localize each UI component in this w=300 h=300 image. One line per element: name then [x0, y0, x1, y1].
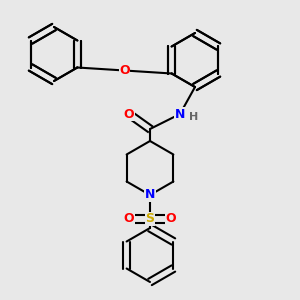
Text: H: H	[189, 112, 198, 122]
Text: O: O	[119, 64, 130, 77]
Text: N: N	[145, 188, 155, 202]
Text: O: O	[166, 212, 176, 226]
Text: O: O	[124, 212, 134, 226]
Text: O: O	[124, 107, 134, 121]
Text: S: S	[146, 212, 154, 226]
Text: N: N	[175, 107, 185, 121]
